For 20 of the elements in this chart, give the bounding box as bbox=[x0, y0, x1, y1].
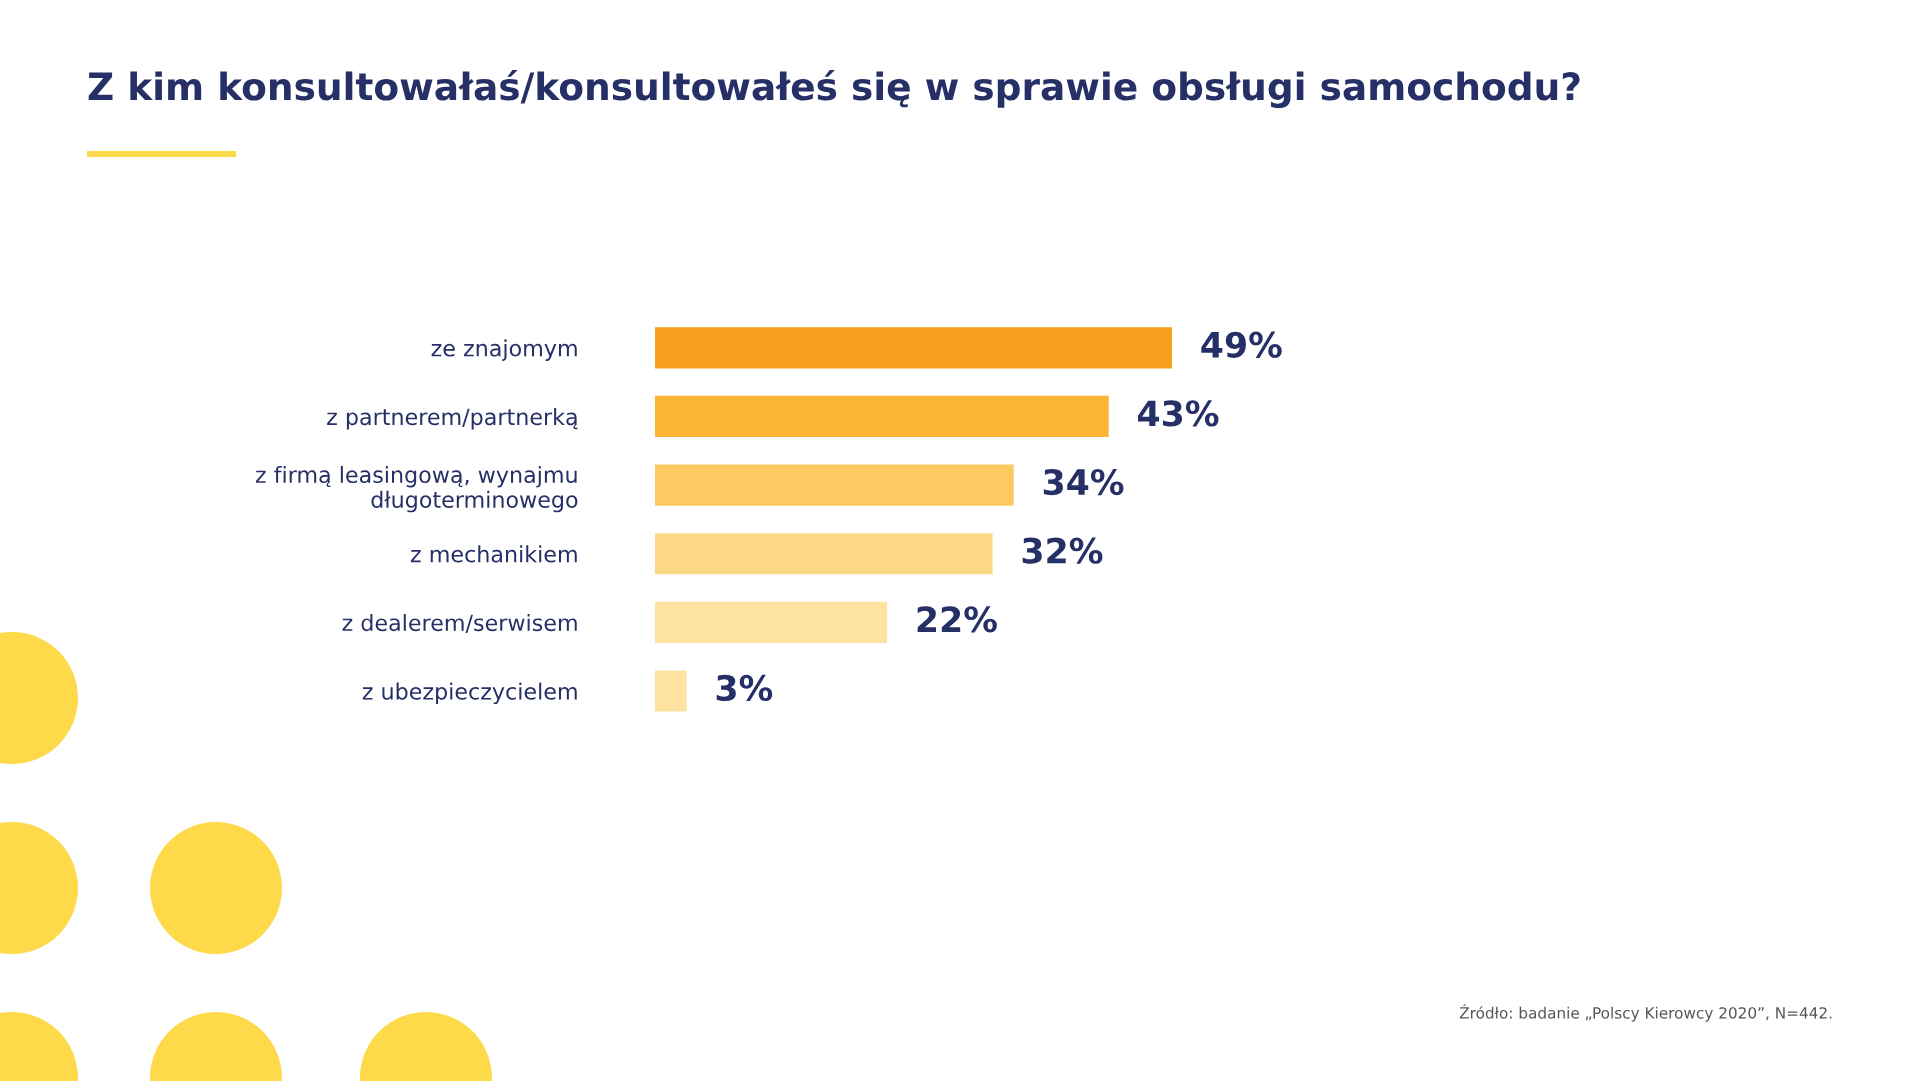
data-label: 49% bbox=[1201, 331, 1282, 358]
data-label: 32% bbox=[1022, 537, 1103, 564]
y-tick-label: ze znajomym bbox=[431, 339, 577, 361]
bar bbox=[655, 533, 993, 575]
y-tick-label: z firmą leasingową, wynajmu długoterminowego bbox=[255, 465, 578, 513]
data-label: 3% bbox=[716, 674, 773, 702]
bar bbox=[655, 327, 1172, 369]
chart-title: Z kim konsultowałaś/konsultowałeś się w sprawie obsługi samochodu? bbox=[88, 69, 1580, 109]
bar bbox=[655, 464, 1014, 506]
data-label: 43% bbox=[1138, 400, 1219, 427]
y-tick-label: z mechanikiem bbox=[410, 545, 577, 563]
y-tick-label: z partnerem/partnerką bbox=[327, 408, 578, 430]
data-label: 34% bbox=[1043, 468, 1124, 496]
text: Źródło: badanie „Polscy Kierowcy 2020”, N=442. bbox=[1459, 1004, 1832, 1022]
bar bbox=[655, 395, 1109, 438]
bar bbox=[655, 601, 888, 643]
y-tick-label: z dealerem/serwisem bbox=[342, 613, 577, 633]
data-label: 22% bbox=[917, 606, 997, 633]
bar bbox=[655, 670, 687, 712]
y-tick-label: z ubezpieczycielem bbox=[362, 682, 577, 705]
